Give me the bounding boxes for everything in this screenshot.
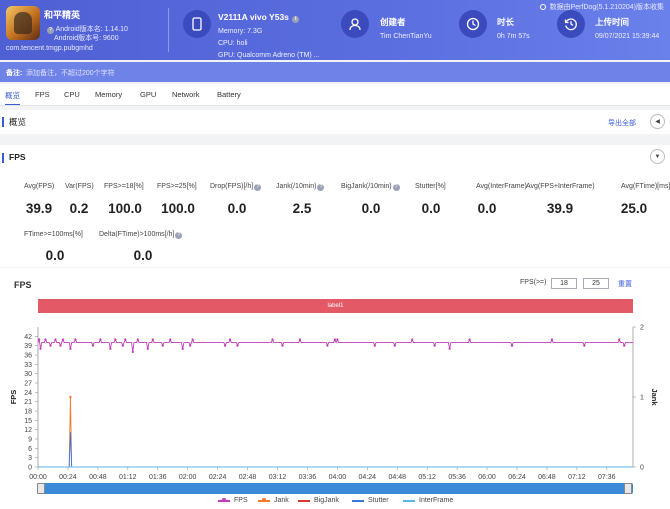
metric-value: 0.2 — [69, 201, 89, 216]
label-bar[interactable]: label1 — [38, 299, 633, 313]
chart-title: FPS — [14, 280, 32, 290]
fps-threshold-input-1[interactable] — [551, 278, 577, 289]
metric-label: Drop(FPS)[/h]? — [210, 183, 262, 191]
export-all-link[interactable]: 导出全部 — [608, 120, 636, 127]
android-code: Android版本号: 9600 — [54, 35, 119, 42]
fps-threshold-label: FPS(>=) — [520, 279, 547, 286]
help-icon[interactable]: ? — [254, 184, 262, 191]
metric-value: 0.0 — [45, 248, 65, 263]
perfdog-note: 数据由PerfDog(5.1.210204)版本收集 — [549, 4, 664, 11]
metric-label: Delta(FTime)>100ms[/h]? — [99, 231, 183, 239]
app-icon — [6, 6, 40, 40]
duration-value: 0h 7m 57s — [497, 33, 530, 40]
help-icon[interactable]: ? — [392, 184, 400, 191]
tab-cpu[interactable]: CPU — [64, 90, 80, 99]
metric-value: 39.9 — [546, 201, 574, 216]
device-name: V2111A vivo Y53s i — [218, 12, 300, 23]
app-name: 和平精英 — [44, 10, 81, 20]
android-version: Android版本名: 1.14.10 — [55, 26, 128, 33]
metric-label: Avg(FTime)[ms] — [621, 183, 670, 190]
legend-swatch — [352, 499, 364, 502]
tab-gpu[interactable]: GPU — [140, 90, 157, 99]
overview-section: 概览 导出全部 ◀ — [0, 110, 670, 134]
metric-value: 25.0 — [620, 201, 648, 216]
user-icon — [341, 10, 369, 38]
overview-title: 概览 — [9, 117, 27, 127]
metric-value: 0.0 — [133, 248, 153, 263]
help-icon[interactable]: i — [292, 16, 300, 23]
timeline-handle-left[interactable] — [37, 483, 45, 494]
legend-label: BigJank — [314, 497, 339, 504]
reset-button[interactable]: 重置 — [618, 281, 632, 288]
legend-item-stutter[interactable]: Stutter — [352, 497, 389, 504]
metric-value: 100.0 — [161, 201, 195, 216]
tab-bar: 概览 FPS CPU Memory GPU Network Battery — [0, 84, 670, 106]
metric-value: 39.9 — [25, 201, 53, 216]
collapse-left-icon[interactable]: ◀ — [650, 114, 665, 129]
device-memory: Memory: 7.3G — [218, 28, 263, 35]
legend-swatch — [298, 499, 310, 502]
fps-threshold-input-2[interactable] — [583, 278, 609, 289]
section-marker — [2, 153, 4, 163]
metric-value: 0.0 — [477, 201, 497, 216]
metric-value: 100.0 — [108, 201, 142, 216]
legend-label: InterFrame — [419, 497, 454, 504]
clock-icon — [459, 10, 487, 38]
tab-overview[interactable]: 概览 — [5, 91, 20, 105]
device-gpu: GPU: Qualcomm Adreno (TM) ... — [218, 52, 320, 59]
tab-memory[interactable]: Memory — [95, 90, 123, 99]
metric-label: Jank(/10min)? — [276, 183, 325, 191]
upload-label: 上传时间 — [595, 17, 630, 27]
tab-fps[interactable]: FPS — [35, 90, 50, 99]
help-icon[interactable]: ? — [47, 27, 54, 34]
metric-label: Avg(InterFrame) — [476, 183, 527, 190]
upload-value: 09/07/2021 15:39:44 — [595, 33, 660, 40]
legend-item-interframe[interactable]: InterFrame — [403, 497, 453, 504]
help-icon[interactable]: ? — [175, 232, 183, 239]
section-marker — [2, 117, 4, 127]
collapse-down-icon[interactable]: ▼ — [650, 149, 665, 164]
metric-label: Var(FPS) — [65, 183, 94, 190]
creator-value: Tim ChenTianYu — [380, 33, 432, 40]
metric-label: Stutter[%] — [415, 183, 446, 190]
legend-label: FPS — [234, 497, 248, 504]
note-label: 备注: — [6, 70, 23, 77]
tab-battery[interactable]: Battery — [217, 90, 241, 99]
legend-swatch — [403, 499, 415, 502]
note-input[interactable]: 添加备注，不超过200个字符 — [26, 70, 115, 77]
duration-label: 时长 — [497, 17, 515, 27]
help-icon[interactable]: ? — [317, 184, 325, 191]
metric-label: FPS>=25[%] — [157, 183, 197, 190]
legend-label: Jank — [274, 497, 289, 504]
metric-value: 2.5 — [292, 201, 312, 216]
divider — [168, 8, 169, 52]
metric-value: 0.0 — [421, 201, 441, 216]
legend-swatch — [218, 497, 230, 502]
metric-value: 0.0 — [227, 201, 247, 216]
metric-label: Avg(FPS+InterFrame) — [526, 183, 595, 190]
metric-label: FPS>=18[%] — [104, 183, 144, 190]
note-bar: 备注: 添加备注，不超过200个字符 — [0, 62, 670, 82]
timeline-range-bar[interactable] — [38, 483, 633, 494]
legend-label: Stutter — [368, 497, 389, 504]
creator-label: 创建者 — [380, 17, 406, 27]
fps-section-title: FPS — [9, 152, 26, 162]
legend-item-fps[interactable]: FPS — [218, 497, 248, 504]
info-icon — [539, 4, 546, 10]
package-name: com.tencent.tmgp.pubgmhd — [6, 45, 93, 52]
metric-value: 0.0 — [361, 201, 381, 216]
device-cpu: CPU: holi — [218, 40, 248, 47]
phone-icon — [183, 10, 211, 38]
fps-metrics-section: FPS ▼ Avg(FPS) 39.9 Var(FPS) 0.2 FPS>=18[%] 1… — [0, 145, 670, 267]
history-icon — [557, 10, 585, 38]
tab-network[interactable]: Network — [172, 90, 200, 99]
timeline-handle-right[interactable] — [624, 483, 632, 494]
legend-item-bigjank[interactable]: BigJank — [298, 497, 339, 504]
metric-label: BigJank(/10min)? — [341, 183, 400, 191]
metric-label: FTime>=100ms[%] — [24, 231, 83, 238]
report-header: 和平精英 ? Android版本名: 1.14.10 Android版本号: 9… — [0, 0, 670, 60]
legend-item-jank[interactable]: Jank — [258, 497, 289, 504]
metric-label: Avg(FPS) — [24, 183, 55, 190]
legend-swatch — [258, 497, 270, 502]
